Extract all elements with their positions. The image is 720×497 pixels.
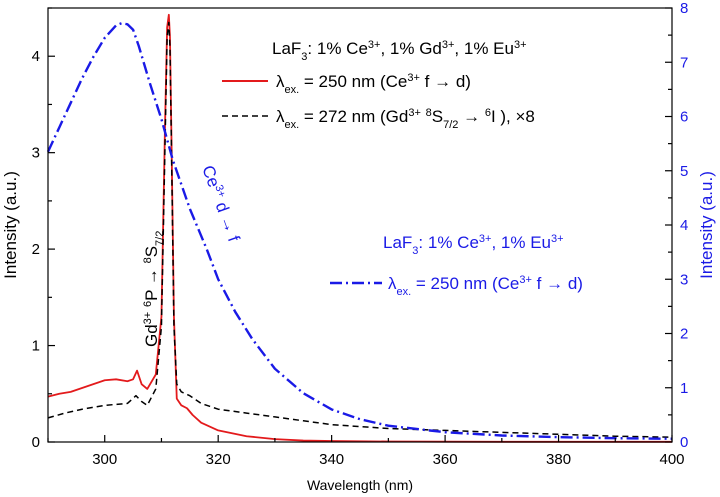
right-axis-ticks: 0 1 2 3 4 5 6 7 8 — [665, 0, 688, 451]
x-axis-ticks: 300 320 340 360 380 400 — [47, 435, 685, 468]
left-tick-label: 1 — [32, 338, 40, 355]
right-tick-label: 8 — [680, 0, 688, 17]
left-tick-label: 3 — [32, 145, 40, 162]
series-layer — [46, 13, 673, 443]
legend-black-label: λex. = 272 nm (Gd3+ 8S7/2 → 6I ), ×8 — [276, 107, 535, 131]
legend-blue-label: λex. = 250 nm (Ce3+ f → d) — [388, 274, 583, 298]
right-tick-label: 2 — [680, 326, 688, 343]
left-tick-label: 0 — [32, 434, 40, 451]
legend-red-label: λex. = 250 nm (Ce3+ f → d) — [276, 72, 471, 96]
left-axis-ticks: 0 1 2 3 4 — [32, 7, 55, 451]
series-line-dashed — [47, 21, 673, 438]
right-tick-label: 0 — [680, 434, 688, 451]
legend-blue-title: LaF3: 1% Ce3+, 1% Eu3+ — [383, 233, 564, 257]
x-tick-label: 380 — [546, 451, 571, 468]
x-tick-label: 320 — [206, 451, 231, 468]
x-tick-label: 340 — [319, 451, 344, 468]
series-line-dashdot — [46, 21, 673, 440]
annotation-gd-transition: Gd3+ 6P → 8S7/2 — [142, 231, 166, 347]
right-tick-label: 7 — [680, 54, 688, 71]
legend-blue: LaF3: 1% Ce3+, 1% Eu3+ λex. = 250 nm (Ce… — [330, 233, 583, 298]
right-tick-label: 5 — [680, 163, 688, 180]
right-tick-label: 6 — [680, 109, 688, 126]
right-tick-label: 3 — [680, 271, 688, 288]
right-tick-label: 1 — [680, 380, 688, 397]
annotation-ce-transition: Ce3+ d → f — [198, 163, 243, 245]
legend-top: LaF3: 1% Ce3+, 1% Gd3+, 1% Eu3+ λex. = 2… — [222, 39, 535, 131]
x-tick-label: 300 — [92, 451, 117, 468]
right-axis-title: Intensity (a.u.) — [697, 171, 716, 279]
left-axis-title: Intensity (a.u.) — [1, 171, 20, 279]
legend-top-title: LaF3: 1% Ce3+, 1% Gd3+, 1% Eu3+ — [272, 39, 527, 63]
x-tick-label: 400 — [659, 451, 684, 468]
left-tick-label: 2 — [32, 241, 40, 258]
x-tick-label: 360 — [433, 451, 458, 468]
left-tick-label: 4 — [32, 48, 40, 65]
x-axis-title: Wavelength (nm) — [307, 477, 413, 493]
right-tick-label: 4 — [680, 217, 688, 234]
